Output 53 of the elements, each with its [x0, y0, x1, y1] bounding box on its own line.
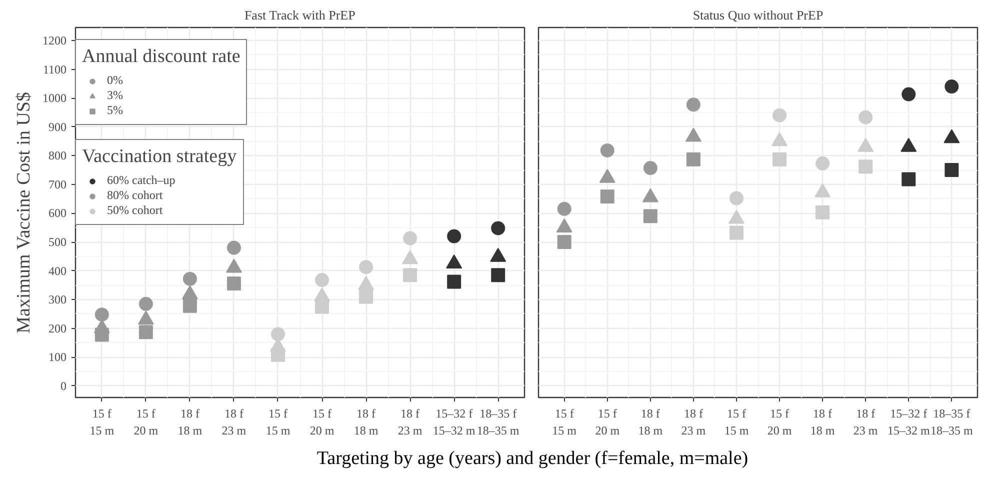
y-tick-label: 0 [60, 378, 66, 393]
legend-label: 3% [107, 88, 124, 103]
legend-label: 60% catch–up [107, 173, 176, 188]
x-tick-label: 18 f 23 m [222, 406, 247, 438]
x-tick-label: 15 f 15 m [552, 406, 578, 438]
x-tick-label: 18 f 18 m [810, 406, 836, 438]
y-tick-label: 500 [48, 235, 66, 250]
x-tick-label: 15 f 20 m [310, 406, 335, 438]
y-tick-label: 1100 [42, 62, 67, 76]
x-tick-label: 15–32 f 15–32 m [432, 406, 476, 438]
point [491, 268, 506, 282]
x-tick-label: 15–32 f 15–32 m [887, 406, 930, 438]
text: Annual discount rate [82, 46, 240, 67]
chart-title: Fast Track with PrEP [244, 8, 356, 22]
y-axis-title: Maximum Vaccine Cost in US$ [14, 92, 34, 334]
x-tick-label: 18 f 23 m [681, 406, 706, 438]
x-tick-label: 18–35 f 18–35 m [930, 406, 974, 438]
y-tick-label: 1000 [42, 91, 66, 106]
y-tick-label: 1200 [42, 33, 66, 48]
x-tick-label: 15 f 15 m [266, 406, 291, 438]
y-tick-label: 200 [48, 321, 66, 336]
legend-label: 0% [107, 73, 124, 88]
y-tick-label: 300 [48, 292, 66, 307]
point [902, 87, 916, 102]
x-tick-label: 15 f 20 m [767, 406, 792, 438]
x-tick-label: 18–35 f 18–35 m [476, 406, 520, 438]
x-tick-label: 18 f 18 m [178, 406, 203, 438]
x-tick-label: 15 f 15 m [90, 406, 115, 438]
point [944, 163, 959, 178]
x-tick-label: 18 f 18 m [354, 406, 379, 438]
legend-label: 5% [107, 103, 124, 118]
chart-title: Status Quo without PrEP [692, 8, 824, 22]
point [447, 229, 462, 244]
y-tick-label: 900 [48, 120, 66, 134]
legend-label: 80% cohort [107, 188, 163, 203]
y-tick-label: 400 [48, 264, 66, 278]
y-tick-label: 700 [48, 177, 66, 192]
y-tick-label: 600 [48, 206, 66, 220]
text: Vaccination strategy [82, 146, 237, 167]
x-tick-label: 18 f 18 m [638, 406, 664, 438]
point [944, 80, 959, 94]
legend-label: 50% cohort [107, 203, 163, 218]
point [902, 172, 916, 186]
x-tick-label: 15 f 20 m [134, 406, 159, 438]
y-tick-label: 800 [48, 148, 66, 163]
point [447, 274, 462, 289]
x-tick-label: 18 f 23 m [398, 406, 423, 438]
x-axis-title: Targeting by age (years) and gender (f=female, m=male) [316, 447, 748, 471]
point [491, 221, 506, 236]
y-tick-label: 100 [48, 350, 66, 364]
x-tick-label: 15 f 15 m [724, 406, 750, 438]
x-tick-label: 18 f 23 m [853, 406, 878, 438]
x-tick-label: 15 f 20 m [595, 406, 620, 438]
